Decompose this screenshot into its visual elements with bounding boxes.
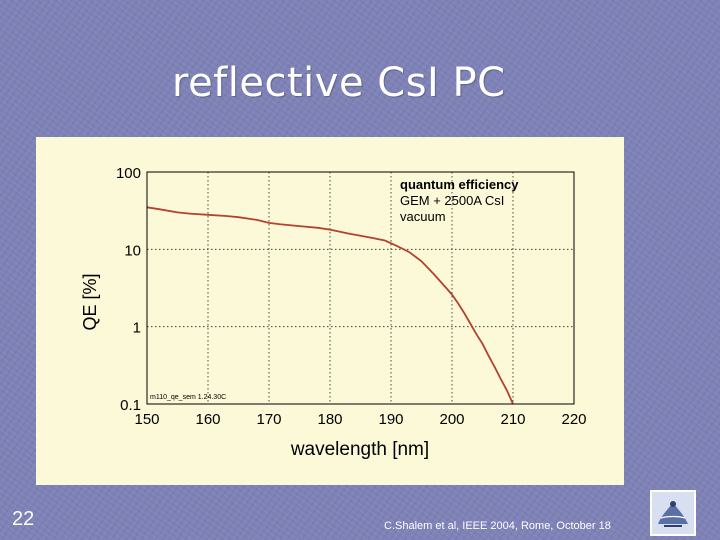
slide-number: 22 <box>12 508 35 530</box>
x-tick-labels: 150 160 170 180 190 200 210 220 <box>134 411 586 428</box>
legend-line-2: GEM + 2500A CsI <box>400 193 504 208</box>
x-axis-label: wavelength [nm] <box>290 439 429 460</box>
y-tick-labels: 0.1 1 10 100 <box>116 165 141 414</box>
x-tick-label: 170 <box>256 411 281 428</box>
y-axis-label: QE [%] <box>80 273 100 330</box>
x-tick-label: 180 <box>317 411 342 428</box>
x-tick-label: 150 <box>134 411 159 428</box>
plot-frame <box>146 171 575 405</box>
y-tick-label: 100 <box>116 165 141 182</box>
file-annotation: m110_qe_sem 1.24.30C <box>150 394 226 401</box>
grid <box>147 172 574 404</box>
y-tick-label: 0.1 <box>120 397 141 414</box>
conference-logo <box>650 490 696 536</box>
x-tick-label: 160 <box>195 411 220 428</box>
x-tick-label: 190 <box>378 411 403 428</box>
x-tick-label: 210 <box>500 411 525 428</box>
qe-curve <box>146 206 514 405</box>
y-tick-label: 1 <box>133 320 141 337</box>
slide-title: reflective CsI PC <box>172 60 506 106</box>
y-tick-label: 10 <box>124 242 141 259</box>
logo-icon <box>652 492 694 534</box>
legend-line-3: vacuum <box>400 209 446 224</box>
qe-chart: 0.1 1 10 100 150 160 170 180 190 200 210 220 wavel… <box>80 165 587 460</box>
citation: C.Shalem et al, IEEE 2004, Rome, October… <box>384 520 611 532</box>
chart-panel: 0.1 1 10 100 150 160 170 180 190 200 210 220 wavel… <box>36 137 624 485</box>
x-tick-label: 200 <box>439 411 464 428</box>
curve-layer <box>146 206 514 405</box>
x-tick-label: 220 <box>561 411 586 428</box>
legend-title: quantum efficiency <box>400 177 519 192</box>
